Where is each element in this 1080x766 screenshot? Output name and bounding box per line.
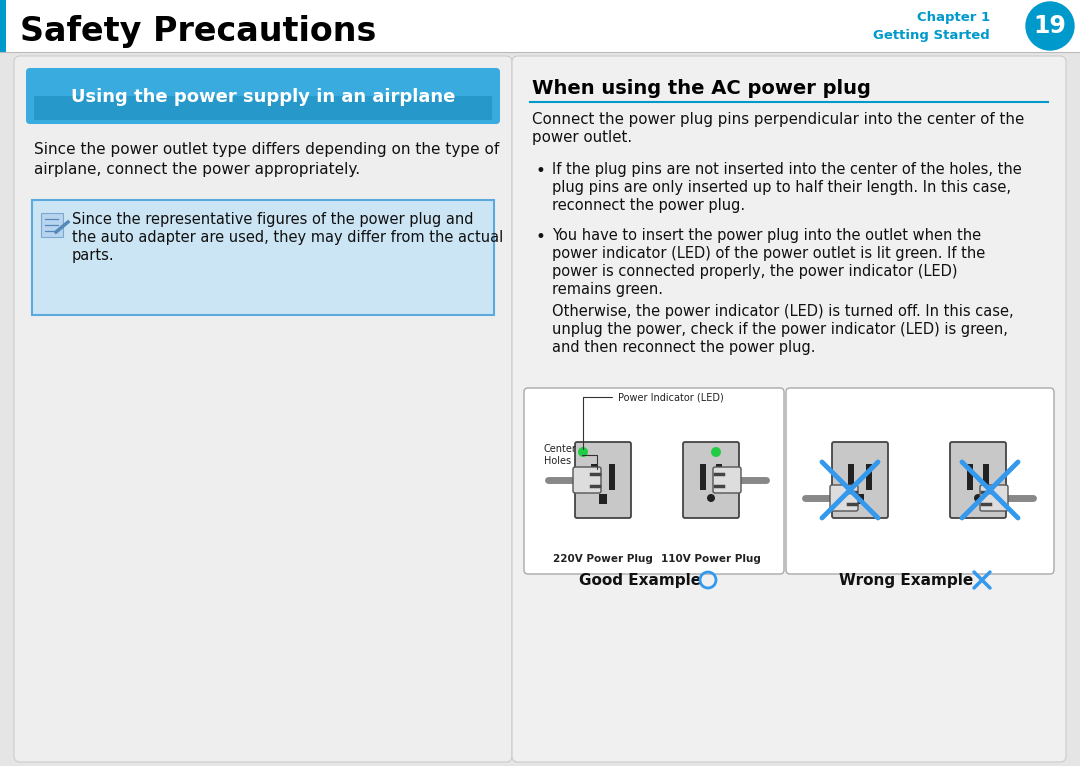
Text: •: •: [536, 228, 545, 246]
Text: Since the representative figures of the power plug and: Since the representative figures of the …: [72, 212, 473, 227]
Text: If the plug pins are not inserted into the center of the holes, the: If the plug pins are not inserted into t…: [552, 162, 1022, 177]
FancyBboxPatch shape: [980, 485, 1008, 511]
FancyBboxPatch shape: [0, 0, 1080, 52]
FancyBboxPatch shape: [573, 467, 600, 493]
Text: power indicator (LED) of the power outlet is lit green. If the: power indicator (LED) of the power outle…: [552, 246, 985, 261]
Text: You have to insert the power plug into the outlet when the: You have to insert the power plug into t…: [552, 228, 981, 243]
FancyBboxPatch shape: [0, 0, 6, 52]
Text: Power Indicator (LED): Power Indicator (LED): [583, 392, 724, 449]
Text: and then reconnect the power plug.: and then reconnect the power plug.: [552, 340, 815, 355]
Text: Wrong Example: Wrong Example: [839, 572, 973, 588]
FancyBboxPatch shape: [609, 464, 615, 490]
FancyBboxPatch shape: [14, 56, 512, 762]
Text: •: •: [536, 162, 545, 180]
FancyBboxPatch shape: [786, 388, 1054, 574]
FancyBboxPatch shape: [32, 200, 494, 315]
Text: the auto adapter are used, they may differ from the actual: the auto adapter are used, they may diff…: [72, 230, 503, 245]
FancyBboxPatch shape: [831, 485, 858, 511]
Circle shape: [707, 494, 715, 502]
FancyBboxPatch shape: [700, 464, 706, 490]
FancyBboxPatch shape: [575, 442, 631, 518]
Text: power is connected properly, the power indicator (LED): power is connected properly, the power i…: [552, 264, 958, 279]
Text: Center
Holes: Center Holes: [544, 444, 597, 470]
Text: parts.: parts.: [72, 248, 114, 263]
FancyBboxPatch shape: [967, 464, 973, 490]
Text: Chapter 1: Chapter 1: [917, 11, 990, 25]
Text: 110V Power Plug: 110V Power Plug: [661, 554, 761, 564]
Text: 220V Power Plug: 220V Power Plug: [553, 554, 653, 564]
FancyBboxPatch shape: [950, 442, 1005, 518]
FancyBboxPatch shape: [33, 96, 492, 120]
Text: remains green.: remains green.: [552, 282, 663, 297]
Text: reconnect the power plug.: reconnect the power plug.: [552, 198, 745, 213]
FancyBboxPatch shape: [524, 388, 784, 574]
FancyBboxPatch shape: [683, 442, 739, 518]
Text: Getting Started: Getting Started: [874, 30, 990, 42]
Text: Safety Precautions: Safety Precautions: [21, 15, 376, 48]
FancyBboxPatch shape: [983, 464, 989, 490]
FancyBboxPatch shape: [713, 467, 741, 493]
Text: Good Example: Good Example: [579, 572, 701, 588]
Text: Connect the power plug pins perpendicular into the center of the: Connect the power plug pins perpendicula…: [532, 112, 1024, 127]
FancyBboxPatch shape: [26, 68, 500, 124]
FancyBboxPatch shape: [716, 464, 723, 490]
Text: plug pins are only inserted up to half their length. In this case,: plug pins are only inserted up to half t…: [552, 180, 1011, 195]
Text: power outlet.: power outlet.: [532, 130, 632, 145]
FancyBboxPatch shape: [832, 442, 888, 518]
Text: unplug the power, check if the power indicator (LED) is green,: unplug the power, check if the power ind…: [552, 322, 1008, 337]
FancyBboxPatch shape: [848, 464, 854, 490]
Text: 19: 19: [1034, 14, 1066, 38]
FancyBboxPatch shape: [856, 494, 864, 504]
Text: airplane, connect the power appropriately.: airplane, connect the power appropriatel…: [33, 162, 360, 177]
FancyBboxPatch shape: [591, 464, 597, 490]
Circle shape: [711, 447, 721, 457]
Text: Using the power supply in an airplane: Using the power supply in an airplane: [71, 88, 455, 106]
Circle shape: [578, 447, 588, 457]
FancyBboxPatch shape: [512, 56, 1066, 762]
FancyBboxPatch shape: [599, 494, 607, 504]
Text: Since the power outlet type differs depending on the type of: Since the power outlet type differs depe…: [33, 142, 499, 157]
Circle shape: [1026, 2, 1074, 50]
Circle shape: [974, 494, 982, 502]
FancyBboxPatch shape: [866, 464, 872, 490]
Text: Otherwise, the power indicator (LED) is turned off. In this case,: Otherwise, the power indicator (LED) is …: [552, 304, 1014, 319]
FancyBboxPatch shape: [41, 213, 63, 237]
Text: When using the AC power plug: When using the AC power plug: [532, 78, 870, 97]
